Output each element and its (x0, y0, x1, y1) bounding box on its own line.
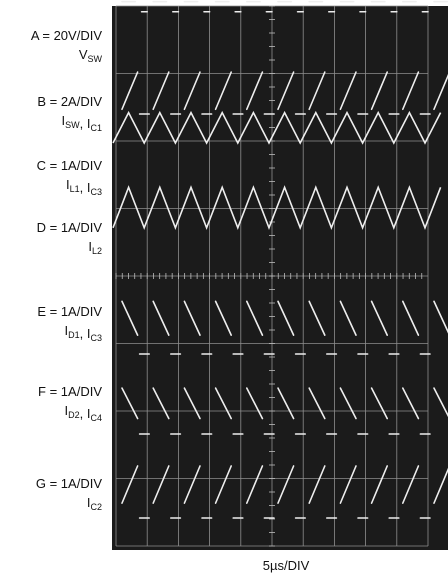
signal-subscript: SW (88, 54, 103, 64)
channel-signal-label: VSW (79, 47, 103, 64)
signal-subscript: D2 (68, 410, 80, 420)
signal-subscript: L2 (92, 246, 102, 256)
signal-subscript: D1 (68, 330, 80, 340)
signal-symbol: V (79, 47, 88, 62)
channel-scale-label: A = 20V/DIV (31, 28, 103, 43)
channel-scale-label: B = 2A/DIV (37, 94, 102, 109)
channel-scale-label: G = 1A/DIV (36, 476, 102, 491)
signal-separator: , (80, 116, 87, 131)
signal-subscript: L1 (70, 184, 80, 194)
channel-scale-label: C = 1A/DIV (37, 158, 103, 173)
signal-subscript: C3 (90, 187, 102, 197)
signal-separator: , (80, 326, 87, 341)
signal-subscript: C2 (90, 502, 102, 512)
channel-signal-label: ID1, IC3 (64, 323, 102, 343)
channel-scale-label: F = 1A/DIV (38, 384, 102, 399)
channel-signal-label: IL2 (88, 239, 102, 256)
channel-signal-label: IL1, IC3 (66, 177, 102, 197)
channel-signal-label: ISW, IC1 (62, 113, 103, 133)
signal-subscript: SW (65, 120, 80, 130)
x-axis-label: 5µs/DIV (263, 558, 310, 573)
channel-scale-label: D = 1A/DIV (37, 220, 103, 235)
channel-signal-label: ID2, IC4 (64, 403, 102, 423)
channel-signal-label: IC2 (87, 495, 102, 512)
signal-subscript: C1 (90, 123, 102, 133)
channel-scale-label: E = 1A/DIV (37, 304, 102, 319)
signal-subscript: C3 (90, 333, 102, 343)
signal-separator: , (80, 180, 87, 195)
signal-separator: , (80, 406, 87, 421)
signal-subscript: C4 (90, 413, 102, 423)
